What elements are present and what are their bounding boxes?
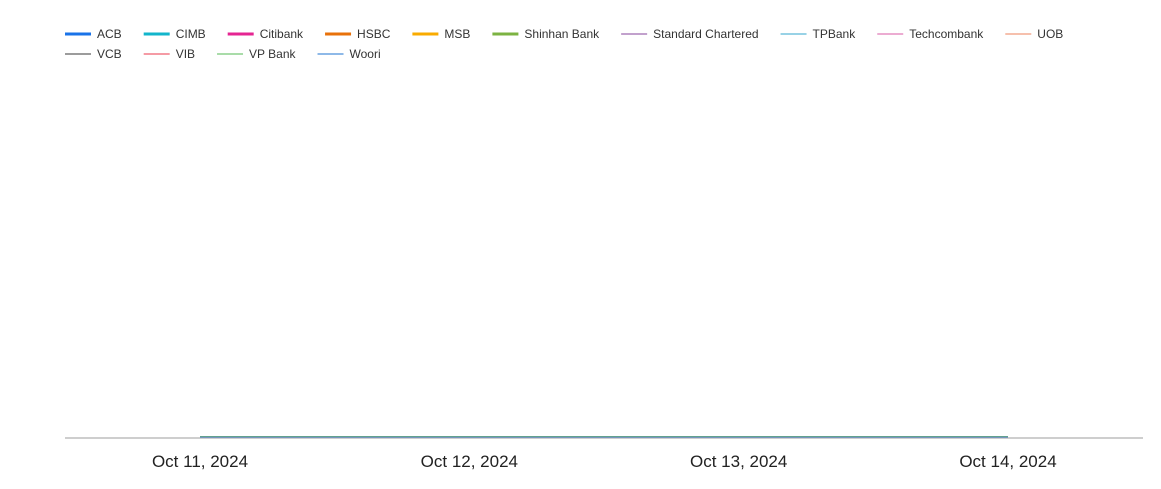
- legend-label: UOB: [1037, 27, 1063, 41]
- legend-item-vp-bank[interactable]: VP Bank: [217, 47, 297, 61]
- x-tick-label: Oct 11, 2024: [152, 452, 248, 471]
- legend-item-hsbc[interactable]: HSBC: [325, 27, 391, 41]
- legend-label: Shinhan Bank: [524, 27, 600, 41]
- legend-label: Standard Chartered: [653, 27, 758, 41]
- legend-item-standard-chartered[interactable]: Standard Chartered: [621, 27, 759, 41]
- x-tick-label: Oct 12, 2024: [421, 452, 518, 471]
- legend-item-techcombank[interactable]: Techcombank: [877, 27, 984, 41]
- legend-label: Techcombank: [909, 27, 984, 41]
- legend-label: Woori: [350, 47, 381, 61]
- legend-label: ACB: [97, 27, 122, 41]
- legend-label: VIB: [176, 47, 195, 61]
- x-tick-label: Oct 13, 2024: [690, 452, 787, 471]
- legend-item-uob[interactable]: UOB: [1005, 27, 1063, 41]
- legend-item-msb[interactable]: MSB: [412, 27, 470, 41]
- legend-label: TPBank: [813, 27, 857, 41]
- legend-item-vcb[interactable]: VCB: [65, 47, 122, 61]
- legend-label: VCB: [97, 47, 122, 61]
- legend-label: Citibank: [260, 27, 304, 41]
- x-tick-label: Oct 14, 2024: [959, 452, 1056, 471]
- legend-item-vib[interactable]: VIB: [143, 47, 195, 61]
- legend-item-woori[interactable]: Woori: [317, 47, 381, 61]
- legend-item-cimb[interactable]: CIMB: [143, 27, 206, 41]
- legend-label: VP Bank: [249, 47, 296, 61]
- legend-item-tpbank[interactable]: TPBank: [780, 27, 857, 41]
- legend-label: CIMB: [176, 27, 206, 41]
- legend-item-shinhan-bank[interactable]: Shinhan Bank: [492, 27, 600, 41]
- legend-item-citibank[interactable]: Citibank: [227, 27, 304, 41]
- chart-legend: ACB CIMB Citibank HSBC MSB Shinhan Bank Standa…: [65, 27, 1063, 61]
- legend-item-acb[interactable]: ACB: [65, 27, 122, 41]
- x-axis-ticks: Oct 11, 2024 Oct 12, 2024 Oct 13, 2024 Oct …: [152, 452, 1057, 471]
- legend-label: MSB: [444, 27, 470, 41]
- legend-label: HSBC: [357, 27, 391, 41]
